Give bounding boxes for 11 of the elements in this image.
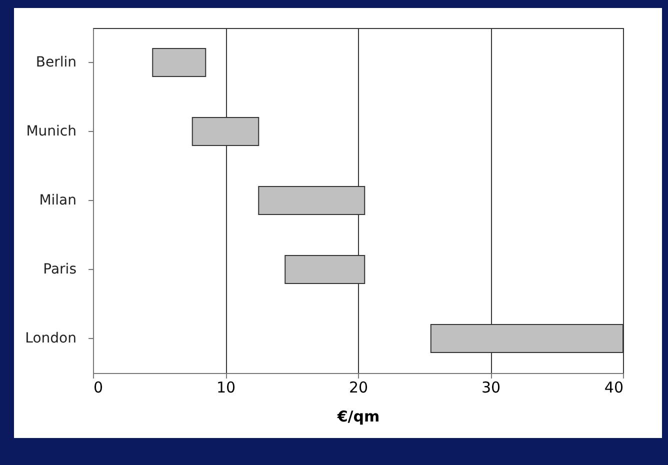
y-tick-label: London (25, 330, 76, 346)
x-tick-label: 20 (348, 378, 368, 396)
x-tick-label: 10 (216, 378, 236, 396)
x-tick-label: 40 (604, 378, 624, 396)
x-axis-title: €/qm (336, 408, 380, 426)
y-tick-label: Milan (39, 192, 76, 208)
x-tick-label: 30 (481, 378, 501, 396)
x-tick-label: 0 (94, 378, 104, 396)
y-tick-label: Munich (26, 124, 76, 140)
y-tick-label: Paris (43, 262, 76, 278)
y-tick-label: Berlin (36, 54, 76, 70)
